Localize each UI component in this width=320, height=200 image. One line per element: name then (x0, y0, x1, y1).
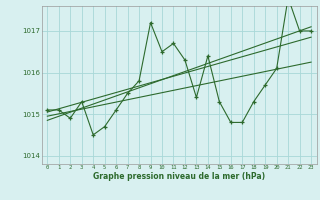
X-axis label: Graphe pression niveau de la mer (hPa): Graphe pression niveau de la mer (hPa) (93, 172, 265, 181)
